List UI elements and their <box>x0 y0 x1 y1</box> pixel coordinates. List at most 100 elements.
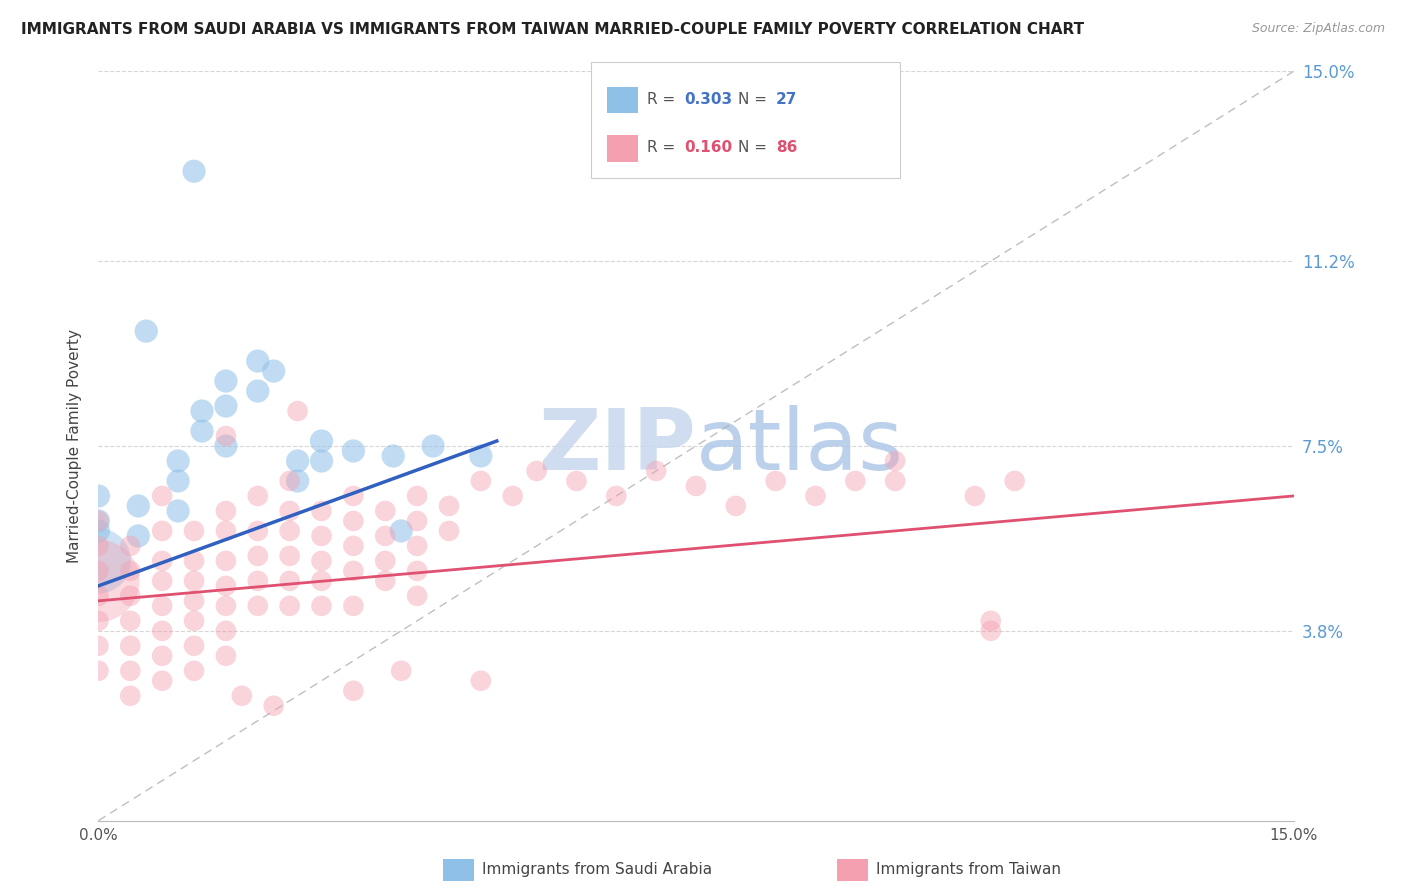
Point <box>263 364 285 378</box>
Point <box>120 539 142 553</box>
Point <box>389 524 412 538</box>
Text: 0.160: 0.160 <box>685 140 733 155</box>
Point <box>150 599 173 613</box>
Point <box>87 639 110 653</box>
Point <box>167 474 190 488</box>
Point <box>120 589 142 603</box>
Point <box>183 554 205 568</box>
Point <box>406 589 429 603</box>
Point <box>120 639 142 653</box>
Point <box>127 529 149 543</box>
Point <box>246 574 269 588</box>
Point <box>470 449 492 463</box>
Point <box>374 504 396 518</box>
Point <box>246 384 269 398</box>
Point <box>87 524 110 538</box>
Text: 86: 86 <box>776 140 797 155</box>
Point <box>342 444 364 458</box>
Point <box>406 564 429 578</box>
Point <box>87 564 110 578</box>
Point <box>406 539 429 553</box>
Point <box>215 554 238 568</box>
Point <box>645 464 668 478</box>
Point <box>87 589 110 603</box>
Point <box>470 474 492 488</box>
Text: N =: N = <box>738 140 772 155</box>
Point <box>804 489 827 503</box>
Point <box>311 599 333 613</box>
Point <box>183 574 205 588</box>
Point <box>167 504 190 518</box>
Point <box>263 698 285 713</box>
Point <box>215 439 238 453</box>
Point <box>215 374 238 388</box>
Point <box>150 673 173 688</box>
Point <box>374 574 396 588</box>
Point <box>437 524 460 538</box>
Point <box>183 164 205 178</box>
Point <box>765 474 787 488</box>
Point <box>311 529 333 543</box>
Point <box>342 539 364 553</box>
Point <box>342 683 364 698</box>
Point <box>183 594 205 608</box>
Point <box>246 599 269 613</box>
Point <box>382 449 405 463</box>
Point <box>311 554 333 568</box>
Point <box>685 479 707 493</box>
Point <box>605 489 627 503</box>
Point <box>87 554 110 568</box>
Point <box>150 524 173 538</box>
Y-axis label: Married-Couple Family Poverty: Married-Couple Family Poverty <box>67 329 83 563</box>
Point <box>215 648 238 663</box>
Point <box>150 554 173 568</box>
Point <box>287 404 309 418</box>
Point <box>87 539 110 553</box>
Point <box>246 524 269 538</box>
Point <box>150 648 173 663</box>
Point <box>980 614 1002 628</box>
Point <box>246 354 269 368</box>
Point <box>278 504 301 518</box>
Point <box>470 673 492 688</box>
Point <box>1004 474 1026 488</box>
Point <box>422 439 444 453</box>
Point <box>150 624 173 638</box>
Text: 27: 27 <box>776 92 797 106</box>
Point <box>167 454 190 468</box>
Point <box>191 424 214 438</box>
Text: ZIP: ZIP <box>538 404 696 488</box>
Point <box>246 549 269 563</box>
Point <box>342 489 364 503</box>
Point <box>231 689 253 703</box>
Point <box>278 524 301 538</box>
Point <box>406 514 429 528</box>
Point <box>183 524 205 538</box>
Point <box>502 489 524 503</box>
Point <box>215 524 238 538</box>
Text: Immigrants from Saudi Arabia: Immigrants from Saudi Arabia <box>482 863 713 877</box>
Point <box>215 399 238 413</box>
Point <box>963 489 986 503</box>
Point <box>246 489 269 503</box>
Point <box>287 474 309 488</box>
Point <box>374 554 396 568</box>
Point <box>406 489 429 503</box>
Point <box>87 664 110 678</box>
Point <box>120 614 142 628</box>
Point <box>215 599 238 613</box>
Point <box>342 564 364 578</box>
Point <box>374 529 396 543</box>
Point <box>87 614 110 628</box>
Point <box>884 454 907 468</box>
Text: 0.303: 0.303 <box>685 92 733 106</box>
Point <box>150 489 173 503</box>
Text: atlas: atlas <box>696 404 904 488</box>
Point <box>311 454 333 468</box>
Point <box>278 599 301 613</box>
Point <box>191 404 214 418</box>
Point <box>87 489 110 503</box>
Point <box>437 499 460 513</box>
Point <box>389 664 412 678</box>
Point <box>183 664 205 678</box>
